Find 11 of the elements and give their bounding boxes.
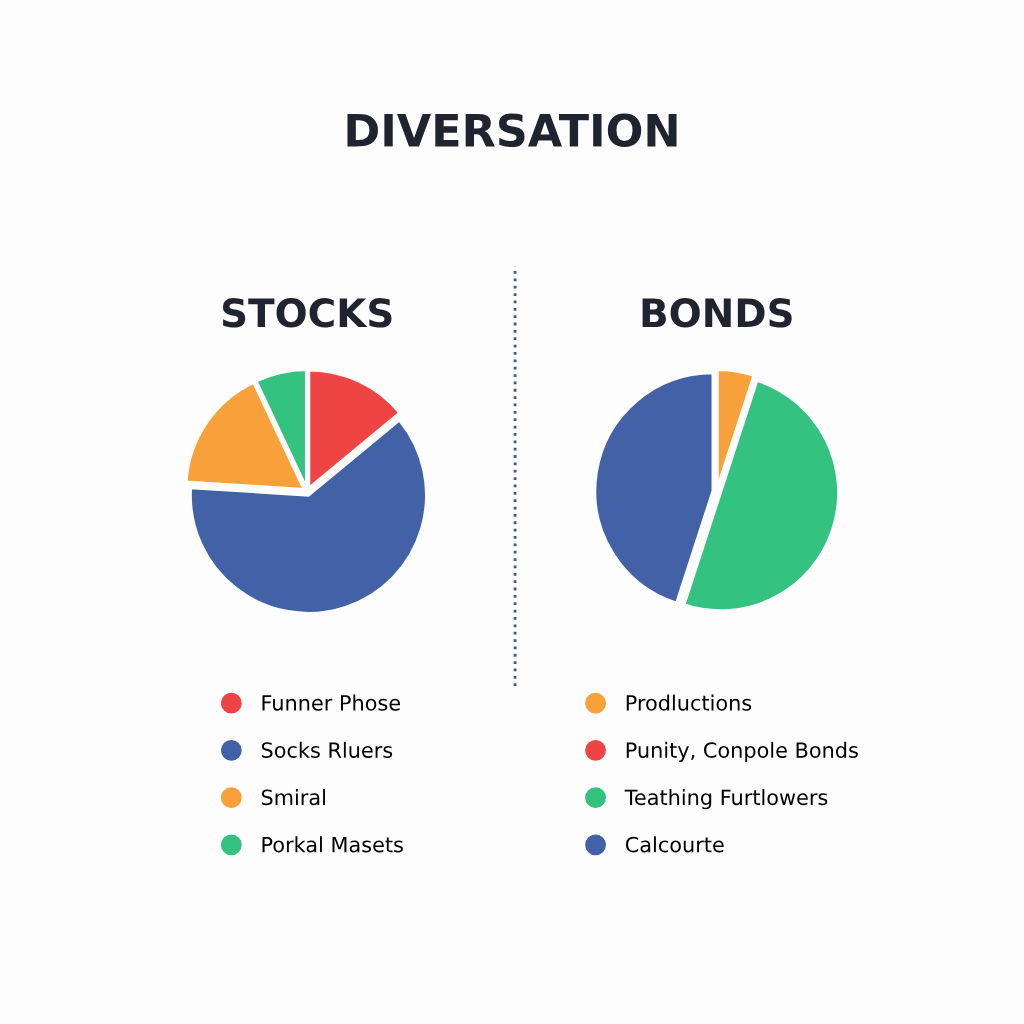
chart-title: DIVERSATION bbox=[347, 113, 677, 148]
chart-subtitle: STOCKS bbox=[222, 298, 392, 328]
legend-label: Prodluctions bbox=[626, 694, 752, 711]
legend-label: Porkal Masets bbox=[262, 836, 403, 853]
legend-label: Funner Phose bbox=[262, 694, 401, 711]
legend-label: Calcourte bbox=[625, 836, 724, 853]
chart-subtitle: BONDS bbox=[642, 298, 792, 328]
legend-label: Teathing Furtlowers bbox=[624, 789, 828, 810]
legend-label: Punity, Conpole Bonds bbox=[626, 741, 858, 762]
legend-label: Socks Rluers bbox=[261, 741, 393, 758]
legend-label: Smiral bbox=[261, 789, 325, 806]
